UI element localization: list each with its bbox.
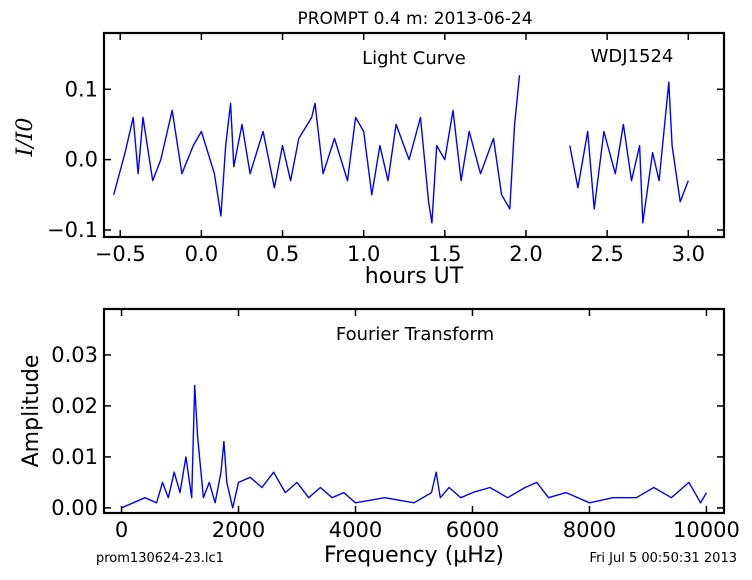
fourier-x-axis-label: Frequency (μHz) bbox=[324, 543, 504, 568]
light-curve-annotation: Light Curve bbox=[362, 48, 466, 69]
light-curve-x-tick-label: 0.5 bbox=[266, 242, 299, 266]
fourier-plot-frame bbox=[102, 307, 726, 515]
light-curve-y-tick-label: 0.0 bbox=[65, 148, 98, 172]
light-curve-x-tick-label: 2.0 bbox=[509, 242, 542, 266]
fourier-y-tick-label: 0.01 bbox=[51, 445, 98, 469]
fourier-x-ticks: 0 2000 4000 6000 8000 10000 bbox=[115, 309, 740, 542]
light-curve-x-tick-label: 3.0 bbox=[672, 242, 705, 266]
fourier-y-ticks: 0.00 0.01 0.02 0.03 bbox=[51, 343, 724, 520]
figure-title: PROMPT 0.4 m: 2013-06-24 bbox=[297, 9, 532, 29]
light-curve-x-tick-label: 0.0 bbox=[185, 242, 218, 266]
fourier-x-tick-label: 6000 bbox=[446, 518, 499, 542]
light-curve-x-tick-label: 1.5 bbox=[428, 242, 461, 266]
fourier-x-tick-label: 0 bbox=[115, 518, 128, 542]
fourier-x-tick-label: 4000 bbox=[329, 518, 382, 542]
light-curve-panel: Light Curve WDJ1524 hours UT I/I0 −0.5 0.… bbox=[13, 31, 726, 289]
light-curve-y-ticks: −0.1 0.0 0.1 bbox=[47, 77, 724, 242]
light-curve-x-tick-label: −0.5 bbox=[95, 242, 146, 266]
fourier-transform-panel: Fourier Transform Frequency (μHz) Amplit… bbox=[19, 307, 740, 568]
footer-filename: prom130624-23.lc1 bbox=[96, 551, 224, 566]
fourier-x-tick-label: 8000 bbox=[563, 518, 616, 542]
light-curve-x-tick-label: 2.5 bbox=[590, 242, 623, 266]
fourier-y-axis-label: Amplitude bbox=[19, 355, 44, 468]
light-curve-y-tick-label: 0.1 bbox=[65, 77, 98, 101]
light-curve-y-tick-label: −0.1 bbox=[47, 218, 98, 242]
light-curve-series-line bbox=[113, 75, 521, 224]
fourier-x-tick-label: 2000 bbox=[212, 518, 265, 542]
fourier-annotation: Fourier Transform bbox=[336, 324, 494, 345]
fourier-y-tick-label: 0.02 bbox=[51, 394, 98, 418]
footer-timestamp: Fri Jul 5 00:50:31 2013 bbox=[590, 551, 737, 566]
light-curve-y-axis-label: I/I0 bbox=[13, 118, 38, 158]
star-name-annotation: WDJ1524 bbox=[591, 46, 674, 67]
light-curve-x-axis-label: hours UT bbox=[365, 264, 464, 289]
light-curve-series bbox=[113, 75, 689, 224]
fourier-series-line bbox=[121, 384, 708, 509]
light-curve-x-tick-label: 1.0 bbox=[347, 242, 380, 266]
fourier-y-tick-label: 0.00 bbox=[51, 496, 98, 520]
fourier-series bbox=[121, 384, 708, 509]
fourier-x-tick-label: 10000 bbox=[673, 518, 740, 542]
light-curve-series-line bbox=[569, 81, 689, 224]
light-curve-plot-frame bbox=[102, 31, 726, 239]
fourier-y-tick-label: 0.03 bbox=[51, 343, 98, 367]
light-curve-x-ticks: −0.5 0.0 0.5 1.0 1.5 2.0 2.5 3.0 bbox=[95, 33, 705, 266]
